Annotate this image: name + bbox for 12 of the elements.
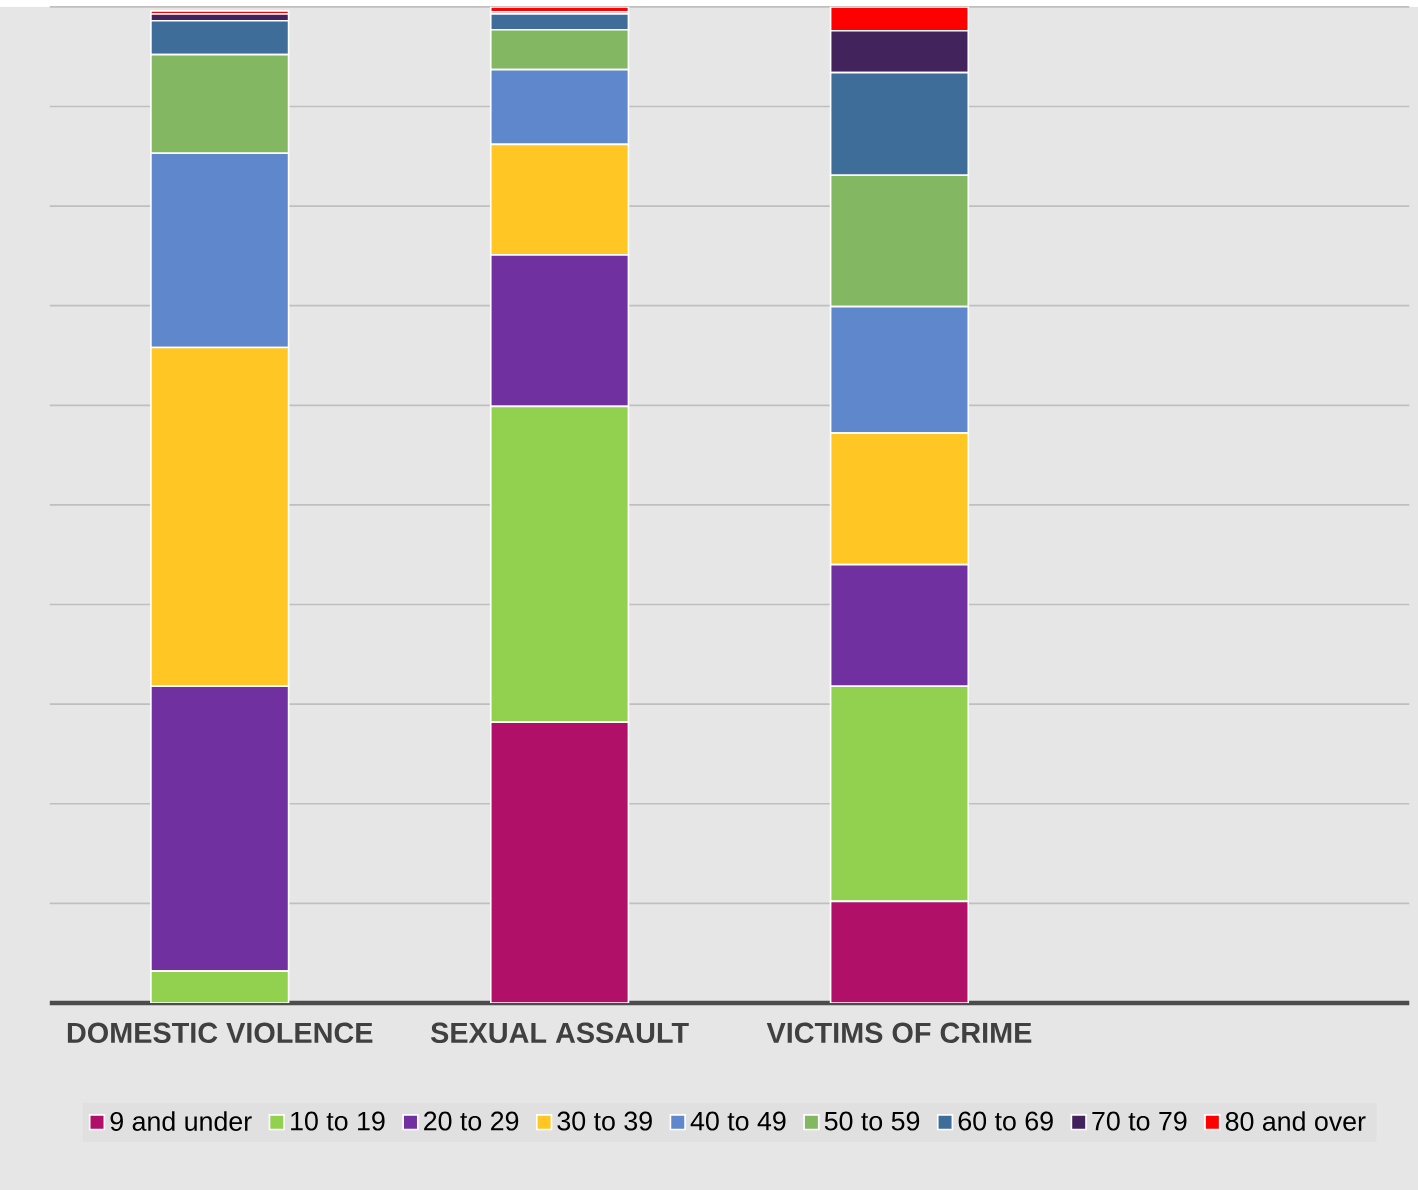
legend-label: 9 and under [110,1111,252,1131]
x-tick-label: SEXUAL ASSAULT [430,1022,689,1043]
legend-label: 80 and over [1225,1111,1366,1131]
legend-label: 50 to 59 [824,1111,920,1131]
legend-label: 10 to 19 [291,1111,385,1131]
legend-label: 60 to 69 [958,1111,1053,1131]
x-tick-label: VICTIMS OF CRIME [766,1022,1032,1043]
legend-label: 30 to 39 [557,1111,652,1131]
legend-label: 20 to 29 [424,1111,519,1131]
x-tick-label: DOMESTIC VIOLENCE [67,1022,373,1043]
legend-label: 40 to 49 [690,1111,786,1131]
legend-label: 70 to 79 [1092,1111,1187,1131]
